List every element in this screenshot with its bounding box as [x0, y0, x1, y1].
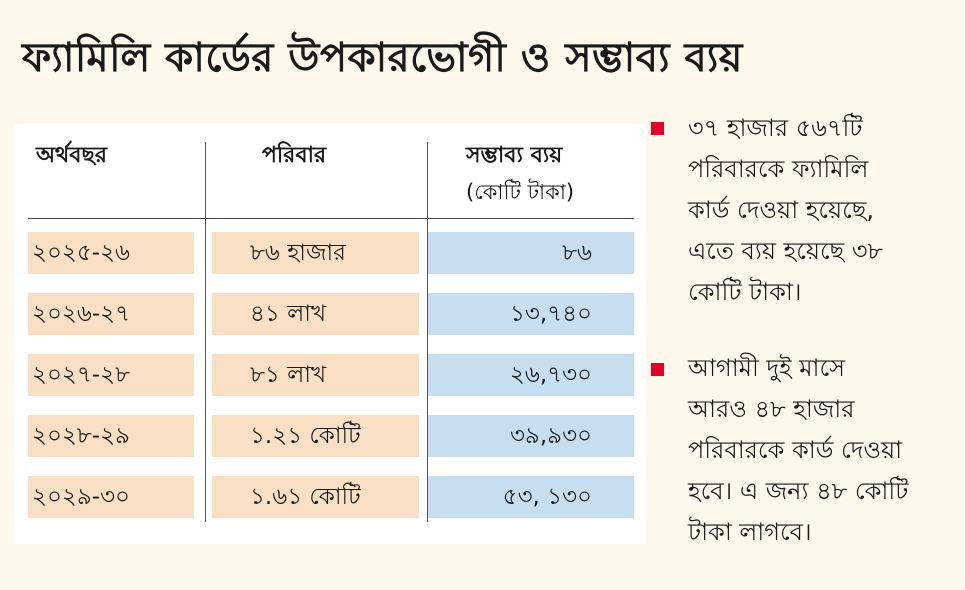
cell-year: ২০২৯-৩০ — [28, 476, 194, 518]
cell-cost: ২৬,৭৩০ — [428, 354, 634, 396]
cell-year: ২০২৭-২৮ — [28, 354, 194, 396]
note-line: পরিবারকে ফ্যামিলি — [688, 155, 869, 183]
cell-cost: ৫৩, ১৩০ — [428, 476, 634, 518]
cell-cost: ৩৯,৯৩০ — [428, 415, 634, 457]
cell-cost: ১৩,৭৪০ — [428, 293, 634, 335]
note-1: ৩৭ হাজার ৫৬৭টি পরিবারকে ফ্যামিলি কার্ড দ… — [688, 108, 958, 313]
note-line: ৩৭ হাজার ৫৬৭টি — [688, 114, 863, 142]
note-line: টাকা লাগবে। — [688, 518, 812, 546]
note-line: আগামী দুই মাসে — [688, 354, 846, 382]
header-rule — [28, 218, 634, 219]
cell-family: ১.২১ কোটি — [212, 415, 419, 457]
header-family: পরিবার — [262, 143, 327, 168]
cell-year: ২০২৬-২৭ — [28, 293, 194, 335]
note-line: এতে ব্যয় হয়েছে ৩৮ — [688, 237, 884, 265]
note-line: কোটি টাকা। — [688, 278, 802, 306]
column-divider — [205, 142, 206, 522]
note-line: হবে। এ জন্য ৪৮ কোটি — [688, 477, 909, 505]
note-2: আগামী দুই মাসে আরও ৪৮ হাজার পরিবারকে কার… — [688, 348, 958, 553]
header-year: অর্থবছর — [36, 143, 107, 168]
cell-year: ২০২৫-২৬ — [28, 232, 194, 274]
chart-title: ফ্যামিলি কার্ডের উপকারভোগী ও সম্ভাব্য ব্… — [22, 35, 743, 81]
header-cost-unit: (কোটি টাকা) — [466, 180, 575, 204]
cell-cost: ৮৬ — [428, 232, 634, 274]
cell-year: ২০২৮-২৯ — [28, 415, 194, 457]
header-cost: সম্ভাব্য ব্যয় — [466, 143, 563, 168]
note-bullet — [651, 363, 664, 376]
cell-family: ৮৬ হাজার — [212, 232, 419, 274]
note-bullet — [651, 122, 664, 135]
cell-family: ৪১ লাখ — [212, 293, 419, 335]
cell-family: ১.৬১ কোটি — [212, 476, 419, 518]
note-line: পরিবারকে কার্ড দেওয়া — [688, 436, 903, 464]
cell-family: ৮১ লাখ — [212, 354, 419, 396]
note-line: আরও ৪৮ হাজার — [688, 395, 855, 423]
column-divider — [427, 142, 428, 522]
note-line: কার্ড দেওয়া হয়েছে, — [688, 196, 874, 224]
